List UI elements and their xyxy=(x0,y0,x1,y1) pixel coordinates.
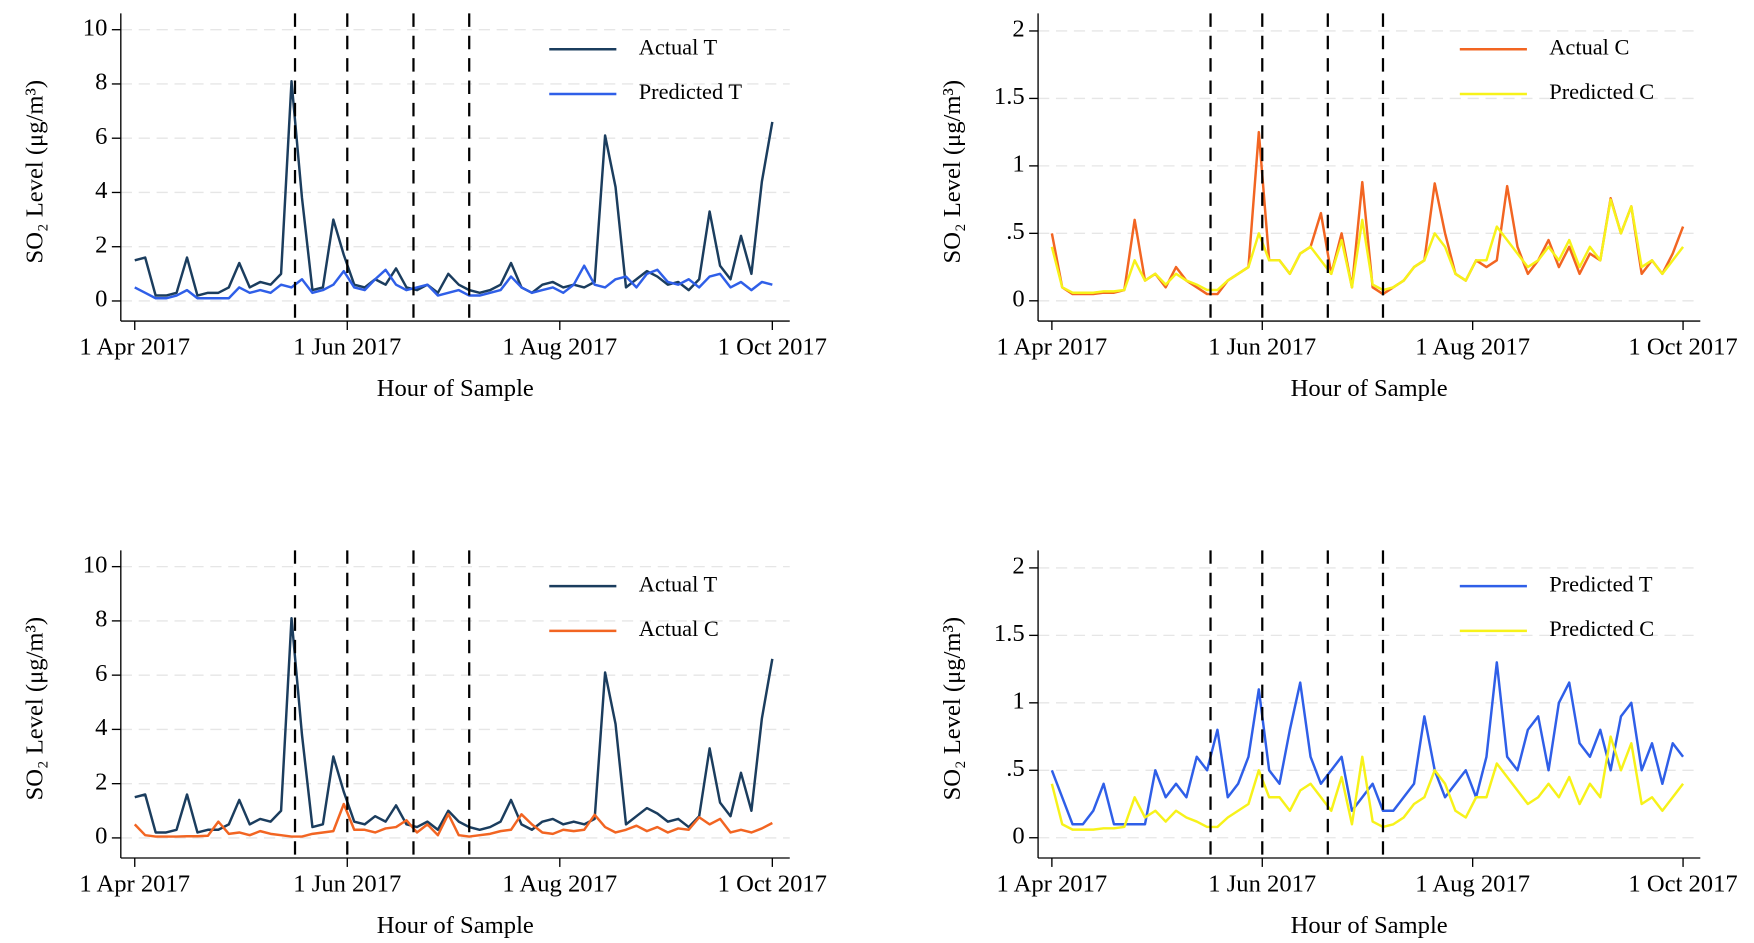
x-tick-label: 1 Jun 2017 xyxy=(1208,334,1316,361)
legend-label: Actual C xyxy=(1549,34,1629,59)
legend-label: Predicted T xyxy=(1549,571,1653,596)
y-tick-label: 0 xyxy=(95,823,107,850)
x-tick-label: 1 Aug 2017 xyxy=(1415,871,1530,898)
legend-label: Actual T xyxy=(639,571,718,596)
x-tick-label: 1 Oct 2017 xyxy=(718,334,827,361)
y-axis-title: SO₂ Level (μg/m³) xyxy=(939,617,966,801)
y-axis-title: SO₂ Level (μg/m³) xyxy=(939,80,966,264)
x-axis-title: Hour of Sample xyxy=(377,912,534,939)
y-tick-label: 0 xyxy=(1012,285,1024,312)
y-tick-label: 8 xyxy=(95,69,107,96)
y-tick-label: 4 xyxy=(95,714,107,741)
legend-label: Predicted C xyxy=(1549,79,1654,104)
series-line xyxy=(134,616,774,834)
series-line xyxy=(1050,661,1685,826)
y-axis-title: SO₂ Level (μg/m³) xyxy=(22,617,49,801)
x-tick-label: 1 Apr 2017 xyxy=(997,871,1108,898)
y-tick-label: 1 xyxy=(1012,687,1024,714)
y-tick-label: 0 xyxy=(1012,822,1024,849)
y-tick-label: 2 xyxy=(1012,553,1024,580)
panel: 0 .5 1 1.5 2 1 Apr 2017 1 Jun 2017 1 Aug 2017 1 … xyxy=(939,550,1738,939)
legend-label: Actual C xyxy=(639,616,719,641)
y-tick-label: 1.5 xyxy=(994,83,1025,110)
y-tick-label: 4 xyxy=(95,177,107,204)
y-tick-label: 10 xyxy=(83,551,108,578)
x-tick-label: 1 Jun 2017 xyxy=(1208,871,1316,898)
x-axis-title: Hour of Sample xyxy=(377,375,534,402)
panel: 0 2 4 6 8 10 1 Apr 2017 1 Jun 2017 1 Aug 2017 1 O… xyxy=(22,13,827,402)
y-tick-label: 8 xyxy=(95,606,107,633)
x-axis-title: Hour of Sample xyxy=(1291,375,1448,402)
x-tick-label: 1 Apr 2017 xyxy=(997,334,1108,361)
x-tick-label: 1 Aug 2017 xyxy=(1415,334,1530,361)
x-tick-label: 1 Oct 2017 xyxy=(1628,871,1737,898)
x-tick-label: 1 Oct 2017 xyxy=(718,871,827,898)
series-line xyxy=(133,802,773,838)
y-tick-label: 2 xyxy=(1012,16,1024,43)
x-tick-label: 1 Aug 2017 xyxy=(502,334,617,361)
y-tick-label: 2 xyxy=(95,231,107,258)
x-axis-title: Hour of Sample xyxy=(1291,912,1448,939)
x-tick-label: 1 Apr 2017 xyxy=(79,334,190,361)
panel: 0 2 4 6 8 10 1 Apr 2017 1 Jun 2017 1 Aug 2017 1 O… xyxy=(22,550,827,939)
x-tick-label: 1 Oct 2017 xyxy=(1628,334,1737,361)
series-line xyxy=(1050,130,1685,296)
series-line xyxy=(134,264,773,300)
series-line xyxy=(1050,735,1685,831)
y-tick-label: 2 xyxy=(95,768,107,795)
y-tick-label: 1 xyxy=(1012,151,1024,178)
x-tick-label: 1 Apr 2017 xyxy=(79,871,190,898)
series-line xyxy=(134,80,774,297)
y-tick-label: .5 xyxy=(1006,218,1024,245)
legend-label: Predicted C xyxy=(1549,616,1654,641)
y-tick-label: .5 xyxy=(1006,755,1024,782)
y-axis-title: SO₂ Level (μg/m³) xyxy=(22,80,49,264)
panel: 0 .5 1 1.5 2 1 Apr 2017 1 Jun 2017 1 Aug 2017 1 … xyxy=(939,13,1738,402)
y-tick-label: 1.5 xyxy=(994,620,1025,647)
x-tick-label: 1 Jun 2017 xyxy=(293,334,401,361)
y-tick-label: 6 xyxy=(95,660,107,687)
x-tick-label: 1 Aug 2017 xyxy=(502,871,617,898)
y-tick-label: 6 xyxy=(95,123,107,150)
legend-label: Predicted T xyxy=(639,79,743,104)
series-line xyxy=(1050,198,1685,294)
y-tick-label: 10 xyxy=(83,14,108,41)
y-tick-label: 0 xyxy=(95,286,107,313)
legend-label: Actual T xyxy=(639,34,718,59)
x-tick-label: 1 Jun 2017 xyxy=(293,871,401,898)
